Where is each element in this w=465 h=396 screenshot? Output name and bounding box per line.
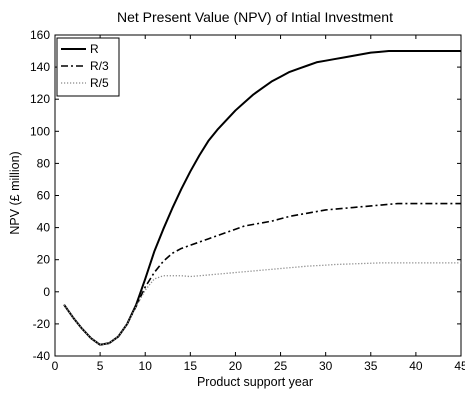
y-tick-label: 80: [37, 156, 51, 170]
x-tick-label: 35: [364, 359, 378, 373]
y-tick-label: -40: [33, 349, 51, 363]
series-line-1: [63, 50, 461, 346]
chart-title: Net Present Value (NPV) of Intial Invest…: [117, 9, 393, 25]
x-tick-label: 10: [139, 359, 153, 373]
x-tick-label: 40: [409, 359, 423, 373]
series-line-3: [63, 262, 461, 346]
y-tick-label: 40: [37, 221, 51, 235]
x-tick-label: 5: [97, 359, 104, 373]
x-tick-label: 0: [52, 359, 59, 373]
y-axis-title: NPV (£ million): [8, 151, 22, 234]
series-line-2: [63, 202, 461, 346]
x-axis-title: Product support year: [197, 375, 313, 389]
x-tick-label: 25: [274, 359, 288, 373]
y-tick-label: -20: [33, 317, 51, 331]
x-tick-label: 15: [184, 359, 198, 373]
y-tick-label: 20: [37, 253, 51, 267]
y-tick-label: 100: [30, 124, 50, 138]
legend-box: [56, 37, 120, 97]
y-tick-label: 160: [30, 28, 50, 42]
legend-label-2: R/3: [90, 59, 109, 73]
x-tick-label: 30: [319, 359, 333, 373]
plot-area: 0 5 10 15 20 25 30 35 40 45 -40 -20 0 20 40 60 80 100 120 1…: [30, 28, 465, 373]
x-tick-label: 45: [454, 359, 465, 373]
y-tick-label: 0: [43, 285, 50, 299]
y-tick-label: 60: [37, 189, 51, 203]
legend-label-3: R/5: [90, 76, 109, 90]
legend-label-1: R: [90, 42, 99, 56]
y-tick-label: 140: [30, 60, 50, 74]
x-tick-label: 20: [229, 359, 243, 373]
y-tick-label: 120: [30, 92, 50, 106]
